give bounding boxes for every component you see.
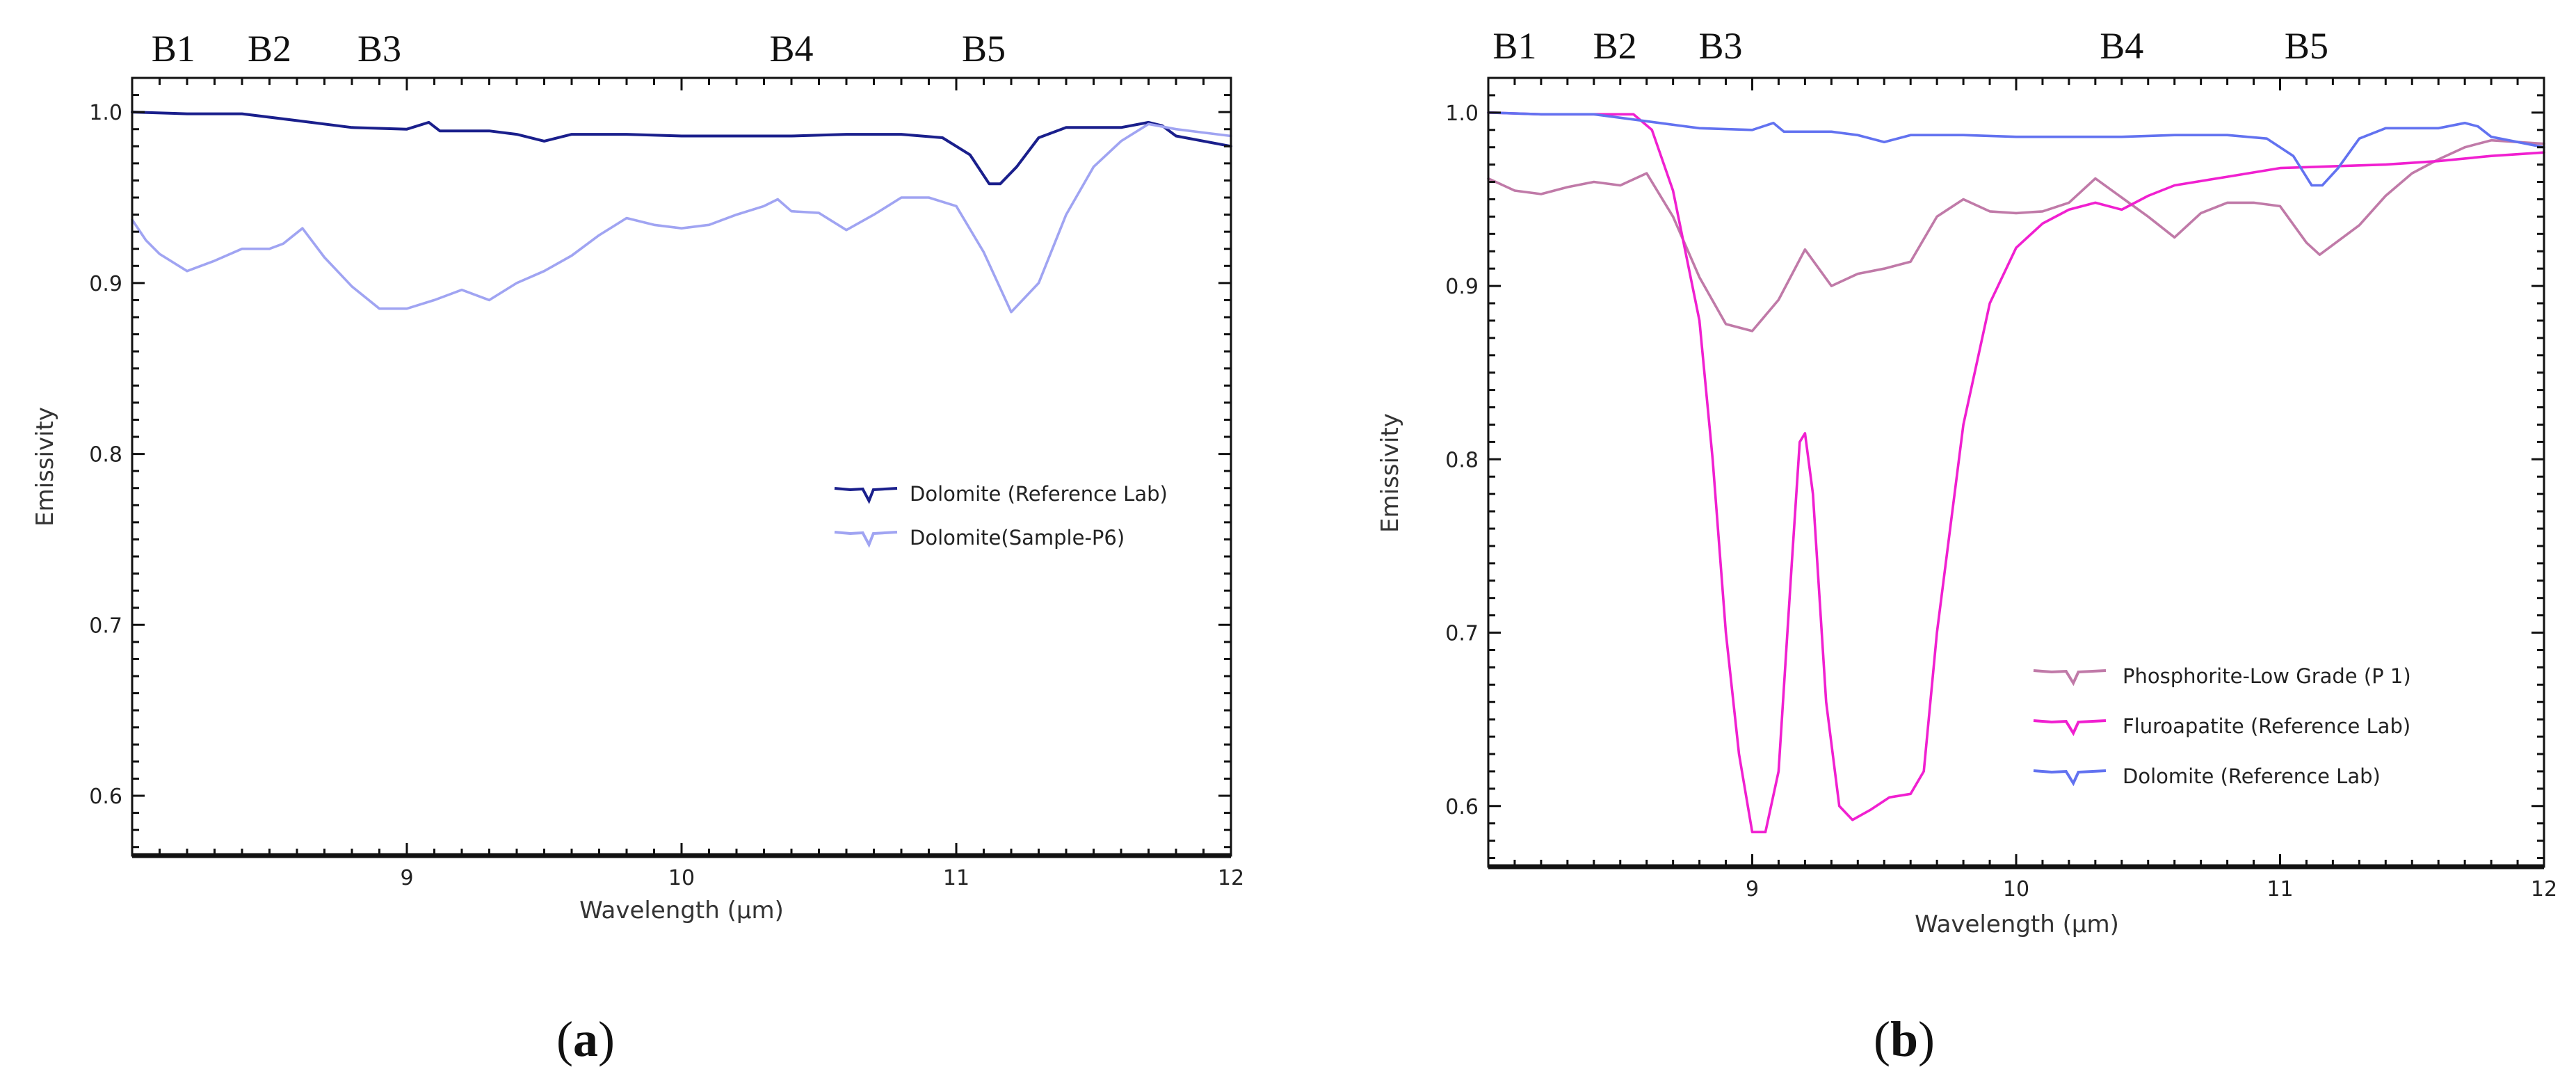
panel-b-series-line-2 [1487, 111, 2545, 833]
panel-b-x-tick-label: 12 [2531, 877, 2557, 901]
panel-a-legend-entry-1: Dolomite (Reference Lab) [834, 482, 1168, 506]
panel-b-legend-label-1: Phosphorite-Low Grade (P 1) [2123, 664, 2411, 688]
panel-b-y-tick-label: 0.6 [1445, 795, 1479, 819]
panel-a-series [131, 111, 1232, 314]
panel-a: 9 10 11 12 0.6 0.7 0.8 0.9 1.0 B1 B2 B3 B4 B5 Wavele… [31, 28, 1244, 1067]
panel-a-legend-label-1: Dolomite (Reference Lab) [910, 482, 1168, 506]
panel-b-x-tick-label: 10 [2003, 877, 2029, 901]
panel-a-plot-area [132, 78, 1231, 856]
panel-a-series-line-2 [131, 122, 1232, 314]
panel-b-plot-area [1488, 78, 2544, 867]
panel-b-legend-swatch-1 [2033, 669, 2107, 687]
panel-a-x-tick-label: 11 [943, 866, 969, 890]
panel-b-legend-entry-1: Phosphorite-Low Grade (P 1) [2033, 664, 2411, 688]
panel-b-band-label: B5 [2285, 25, 2328, 67]
panel-b-band-labels: B1 B2 B3 B4 B5 [1492, 25, 2328, 67]
panel-a-y-tick-label: 1.0 [89, 101, 122, 125]
panel-b-caption-letter: b [1890, 1011, 1918, 1067]
panel-b-y-tick-label: 0.7 [1445, 622, 1479, 646]
panel-a-legend-swatch-2 [834, 531, 898, 548]
panel-b-legend-swatch-2 [2033, 719, 2107, 737]
panel-b-caption: (b) [1874, 1011, 1935, 1067]
panel-b-legend-swatch-3 [2033, 769, 2107, 787]
panel-b-band-label: B1 [1492, 25, 1536, 67]
panel-b: 9 10 11 12 0.6 0.7 0.8 0.9 1.0 B1 B2 B3 B4 B5 Wavele… [1376, 25, 2557, 1067]
panel-b-band-label: B4 [2100, 25, 2143, 67]
panel-a-band-label: B4 [769, 28, 813, 70]
panel-a-x-tick-label: 12 [1218, 866, 1244, 890]
panel-b-y-tick-label: 1.0 [1445, 102, 1479, 126]
panel-b-y-axis-title: Emissivity [1376, 413, 1404, 533]
panel-a-caption-letter: a [573, 1011, 598, 1067]
panel-b-x-tick-label: 9 [1746, 877, 1759, 901]
panel-a-band-labels: B1 B2 B3 B4 B5 [152, 28, 1006, 70]
panel-b-y-tick-label: 0.9 [1445, 275, 1479, 299]
panel-a-x-tick-label: 10 [668, 866, 695, 890]
panel-a-x-axis-title: Wavelength (μm) [579, 897, 784, 924]
panel-b-band-label: B3 [1698, 25, 1742, 67]
panel-a-legend-swatch-1 [834, 487, 898, 504]
panel-a-y-tick-label: 0.9 [89, 272, 122, 296]
panel-a-band-label: B5 [962, 28, 1006, 70]
panel-a-tick-labels: 9 10 11 12 0.6 0.7 0.8 0.9 1.0 [89, 101, 1244, 890]
panel-b-legend-label-3: Dolomite (Reference Lab) [2123, 764, 2381, 788]
panel-b-legend-entry-3: Dolomite (Reference Lab) [2033, 764, 2381, 788]
panel-b-ticks [1487, 77, 2545, 867]
panel-a-legend-entry-2: Dolomite(Sample-P6) [834, 526, 1125, 550]
panel-a-y-tick-label: 0.7 [89, 614, 122, 638]
panel-b-y-tick-label: 0.8 [1445, 448, 1479, 472]
panel-a-series-line-1 [131, 111, 1232, 186]
panel-b-x-tick-label: 11 [2267, 877, 2293, 901]
panel-a-band-label: B2 [248, 28, 291, 70]
panel-a-y-axis-title: Emissivity [31, 407, 59, 527]
panel-a-x-tick-label: 9 [400, 866, 413, 890]
panel-a-y-tick-label: 0.6 [89, 785, 122, 809]
panel-b-band-label: B2 [1593, 25, 1637, 67]
panel-a-band-label: B3 [357, 28, 401, 70]
panel-b-legend: Phosphorite-Low Grade (P 1) Fluroapatite… [2033, 664, 2411, 788]
panel-b-series-line-1 [1487, 138, 2545, 332]
panel-b-legend-label-2: Fluroapatite (Reference Lab) [2123, 714, 2410, 738]
panel-b-tick-labels: 9 10 11 12 0.6 0.7 0.8 0.9 1.0 [1445, 102, 2557, 901]
panel-b-series [1487, 111, 2545, 833]
panel-a-y-tick-label: 0.8 [89, 443, 122, 467]
panel-b-x-axis-title: Wavelength (μm) [1915, 911, 2119, 938]
panel-a-caption: (a) [556, 1011, 615, 1067]
panel-a-legend-label-2: Dolomite(Sample-P6) [910, 526, 1125, 550]
panel-a-legend: Dolomite (Reference Lab) Dolomite(Sample… [834, 482, 1168, 550]
panel-a-band-label: B1 [152, 28, 195, 70]
panel-b-legend-entry-2: Fluroapatite (Reference Lab) [2033, 714, 2410, 738]
panel-b-series-line-3 [1487, 111, 2545, 187]
